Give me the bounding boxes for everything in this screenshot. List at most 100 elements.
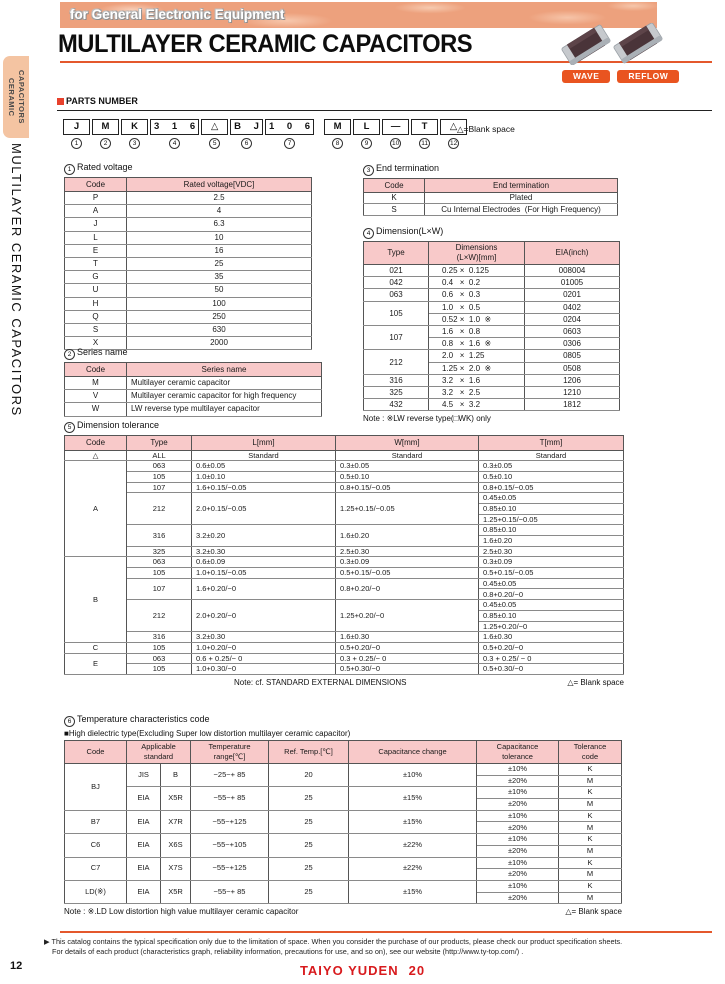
table-row: 212 2.0+0.20/−0 1.25+0.20/−0 0.45±0.05 (65, 599, 624, 633)
circled-number: 4 (363, 228, 374, 239)
cell: ±10% (348, 763, 478, 788)
table-row: 0.8+0.20/−0 (65, 588, 624, 601)
cell: 0.3 + 0.25/− 0 (335, 652, 479, 665)
cell: 063 (126, 460, 192, 472)
tolerance-note-left: Note: cf. STANDARD EXTERNAL DIMENSIONS (234, 677, 407, 687)
dimension-note: Note : ※LW reverse type(□WK) only (363, 414, 491, 424)
parts-position-number: 12 (448, 138, 460, 149)
cell: ±10% (476, 809, 560, 823)
cell: ±20% (476, 798, 560, 811)
tolerance-note-right: △= Blank space (567, 677, 624, 687)
cell: ±10% (476, 879, 560, 893)
dimension-tolerance-table: Code Type L[mm] W[mm] T[mm] △ ALL Standard Stand… (64, 435, 624, 675)
header-cell: Tolerance code (558, 740, 622, 764)
cell: 250 (126, 310, 312, 324)
parts-position-number: 1 (71, 138, 82, 149)
cell: Standard (478, 450, 624, 462)
table-row: BJ JIS B −25~+ 85 20 ±10% ±10% K (64, 763, 622, 811)
cell: 0.52 × 1.0 ※ (428, 313, 525, 326)
cell: 1.6+0.15/−0.05 (191, 482, 336, 494)
cell: 1.0+0.15/−0.05 (191, 567, 336, 579)
header-row: Code Rated voltage[VDC] (64, 177, 312, 192)
cell: ±20% (476, 845, 560, 858)
cell: M (558, 821, 622, 835)
cell: K (363, 192, 425, 205)
cell: 008004 (524, 264, 620, 278)
cell: 3.2±0.20 (191, 524, 336, 547)
parts-box-unit: T 11 (411, 119, 439, 149)
temperature-note-right: △= Blank space (565, 907, 622, 917)
cell: 0.3±0.05 (478, 460, 624, 472)
circled-number: 2 (64, 349, 75, 360)
arrow-bullet-icon: ▶ (44, 937, 52, 946)
table-row: 212 2.0 × 1.25 0805 (363, 349, 620, 375)
cell: Q (64, 310, 127, 324)
cell: 0.85±0.10 (478, 610, 624, 622)
cell: ±20% (476, 868, 560, 881)
cell: 1206 (524, 373, 620, 387)
cell: 063 (363, 288, 429, 302)
table-row: C7 EIA X7S −55~+125 25 ±22% ±10% K (64, 856, 622, 881)
taiyo-yuden-logo: TAIYO YUDEN 20 (299, 963, 426, 978)
table-row: M Multilayer ceramic capacitor (64, 376, 322, 391)
cell: 3.2 × 1.6 (428, 373, 525, 387)
circled-number: 1 (64, 164, 75, 175)
cell: ±22% (348, 856, 478, 881)
cell: 1.0 × 0.5 (428, 300, 525, 314)
cell: ±10% (476, 833, 560, 846)
table-row: G 35 (64, 270, 312, 285)
section-label: 6 Temperature characteristics code (64, 714, 622, 727)
parts-code-box: 3 1 6 (150, 119, 200, 135)
parts-position-number: 8 (332, 138, 344, 149)
cell: 25 (268, 879, 350, 905)
cell: M (558, 798, 622, 811)
cell: Standard (191, 450, 336, 462)
parts-code-box: — (382, 119, 410, 135)
section-label: 4 Dimension(L×W) (363, 226, 620, 239)
cell: 212 (363, 349, 429, 375)
cell: ±10% (476, 786, 560, 800)
cell: 042 (363, 276, 429, 290)
table-row: 105 1.0±0.10 0.5±0.10 0.5±0.10 (65, 471, 624, 483)
parts-position-number: 2 (100, 138, 111, 149)
table-row: ±20% M (65, 821, 622, 835)
cell: M (558, 868, 622, 881)
capacitor-chips-image (561, 23, 663, 65)
table-row: 105 1.0 × 0.5 0402 (363, 300, 620, 326)
table-row: 316 3.2±0.30 1.6±0.30 1.6±0.30 (65, 631, 624, 643)
header-cell: T[mm] (478, 435, 624, 451)
table-row: C6 EIA X6S −55~+105 25 ±22% ±10% K (64, 833, 622, 858)
cell: 021 (363, 264, 429, 278)
cell: 1.0±0.10 (191, 471, 336, 483)
cell: 0.8+0.15/−0.05 (335, 482, 479, 494)
cell: 20 (268, 763, 350, 788)
section-label: 1 Rated voltage (64, 162, 312, 175)
cell: △ (64, 450, 127, 462)
cell: X7R (159, 809, 192, 835)
cell: JIS (126, 763, 161, 788)
header-row: Type Dimensions (L×W)[mm] EIA(inch) (363, 241, 620, 265)
cell: 50 (126, 283, 312, 298)
cell: 1.25+0.15/−0.05 (478, 514, 624, 526)
cell: 3.2±0.30 (191, 631, 336, 643)
cell: 1.6±0.30 (478, 631, 624, 643)
cell: 0.5+0.30/−0 (335, 663, 479, 675)
table-row: 325 3.2±0.30 2.5±0.30 2.5±0.30 (65, 546, 624, 558)
cell: 0.5+0.20/−0 (478, 641, 624, 654)
cell: 316 (126, 631, 192, 643)
table-row: E 063 0.6 + 0.25/− 0 0.3 + 0.25/− 0 0.3 + 0.… (64, 652, 624, 675)
section-dimension: 4 Dimension(L×W) Type Dimensions (L×W)[mm]… (363, 226, 620, 423)
parts-position-number: 4 (169, 138, 181, 149)
parts-box-unit: B J 6 (230, 119, 263, 149)
table-row: 105 1.0+0.30/−0 0.5+0.30/−0 0.5+0.30/−0 (65, 663, 624, 675)
cell: 1.6 × 0.8 (428, 324, 525, 339)
cell: C (64, 641, 127, 654)
section-series-name: 2 Series name Code Series name M Multilayer … (64, 347, 322, 417)
cell: B (64, 556, 127, 643)
reflow-badge: REFLOW (617, 70, 680, 83)
cell: 0.3±0.09 (478, 556, 624, 569)
high-dielectric-sublabel: ■High dielectric type(Excluding Super lo… (64, 729, 351, 738)
